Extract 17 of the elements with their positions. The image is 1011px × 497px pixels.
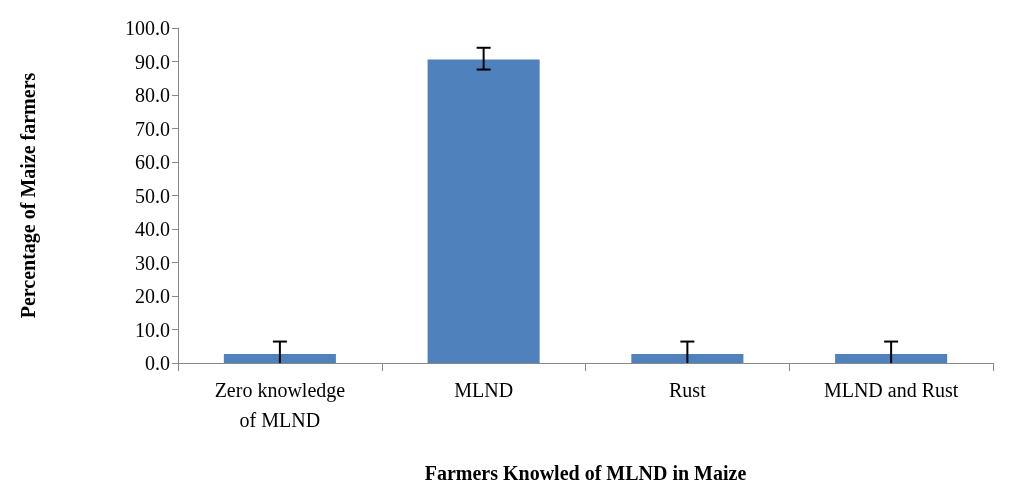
x-tick-label: Zero knowledge of MLND — [214, 379, 346, 431]
y-tick-label: 20.0 — [135, 285, 170, 307]
x-axis-title: Farmers Knowled of MLND in Maize — [424, 462, 747, 484]
y-tick-label: 100.0 — [125, 17, 170, 39]
y-tick-label: 90.0 — [135, 50, 170, 73]
x-tick-label: Rust — [669, 379, 707, 401]
y-tick-label: 80.0 — [135, 84, 170, 106]
x-tick-label: MLND — [454, 379, 514, 401]
y-tick-label: 0.0 — [145, 352, 170, 374]
y-tick-label: 50.0 — [135, 184, 170, 207]
x-tick-label: MLND and Rust — [823, 379, 959, 401]
y-tick-label: 60.0 — [135, 151, 170, 173]
y-axis-title: Percentage of Maize farmers — [17, 72, 40, 319]
y-tick-label: 40.0 — [135, 218, 170, 240]
y-tick-label: 30.0 — [135, 251, 170, 274]
y-tick-label: 10.0 — [135, 318, 170, 341]
y-tick-label: 70.0 — [135, 117, 170, 140]
